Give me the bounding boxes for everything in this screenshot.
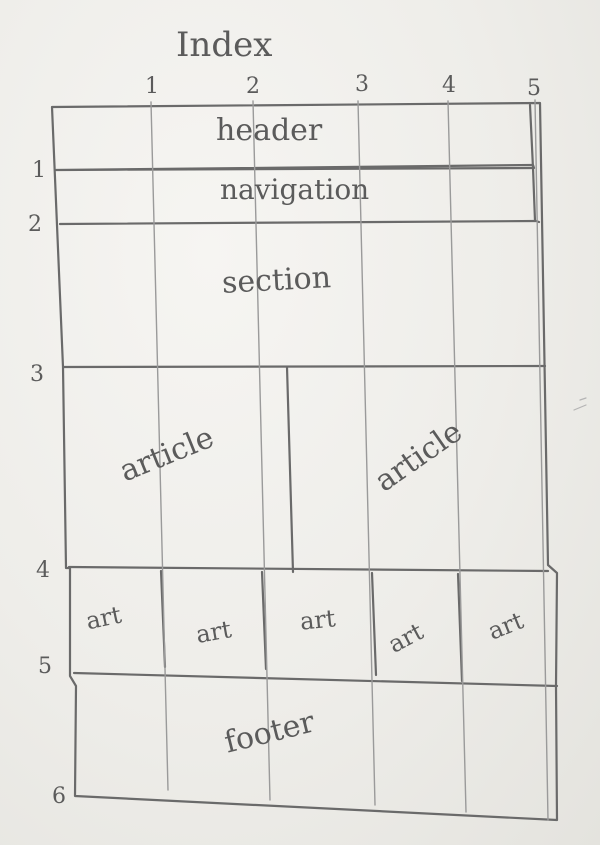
column-number-5: 5 <box>527 76 541 101</box>
art-divider-4 <box>456 572 464 683</box>
row-line-4 <box>67 565 550 573</box>
stray-mark <box>579 397 587 401</box>
article-divider <box>285 365 295 574</box>
row-number-4: 4 <box>36 558 50 583</box>
column-number-3: 3 <box>355 72 369 97</box>
row-line-1 <box>54 163 536 172</box>
column-number-4: 4 <box>442 73 456 98</box>
row-line-3 <box>62 364 547 369</box>
row-number-5: 5 <box>38 654 52 679</box>
grid-column-5 <box>534 99 549 821</box>
grid-column-1 <box>150 101 169 791</box>
row-line-2 <box>58 219 541 226</box>
grid-column-4 <box>447 100 467 813</box>
grid-column-3 <box>357 100 376 806</box>
navigation-label: navigation <box>220 173 370 206</box>
row-number-6: 6 <box>52 784 66 809</box>
column-number-2: 2 <box>246 74 260 99</box>
grid-column-2 <box>252 100 271 801</box>
row-number-3: 3 <box>30 362 44 387</box>
small-article-label-2: art <box>193 615 234 649</box>
row-number-1: 1 <box>32 158 46 183</box>
section-label: section <box>221 260 332 301</box>
small-article-label-1: art <box>83 600 124 636</box>
art-divider-3 <box>370 571 378 677</box>
header-label: header <box>216 113 323 148</box>
header-right-edge <box>528 103 537 223</box>
stray-mark <box>573 404 587 411</box>
diagram-title: Index <box>176 25 273 65</box>
row-line-5 <box>72 671 559 688</box>
row-number-2: 2 <box>28 212 42 237</box>
outer-frame <box>50 101 559 822</box>
column-number-1: 1 <box>145 74 159 99</box>
art-divider-2 <box>260 570 268 671</box>
small-article-label-3: art <box>298 604 337 636</box>
